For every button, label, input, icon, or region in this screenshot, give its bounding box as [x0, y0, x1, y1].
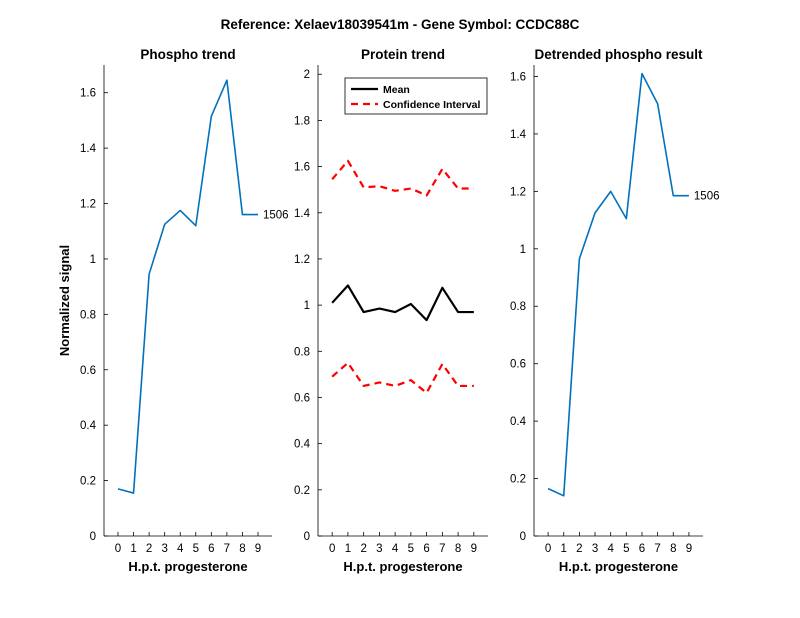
x-tick-label: 7 — [439, 543, 445, 555]
y-tick-label: 0 — [520, 531, 526, 543]
x-axis-label: H.p.t. progesterone — [128, 559, 247, 574]
x-tick-label: 9 — [471, 543, 477, 555]
y-tick-label: 0.8 — [510, 301, 526, 313]
y-tick-label: 0.6 — [294, 392, 310, 404]
x-tick-label: 1 — [345, 543, 351, 555]
y-tick-label: 0.4 — [510, 416, 527, 428]
series-end-label: 1506 — [694, 191, 720, 203]
y-tick-label: 1.6 — [80, 88, 96, 100]
y-tick-label: 1.4 — [294, 208, 311, 220]
series-end-label: 1506 — [263, 210, 289, 222]
y-tick-label: 0.8 — [294, 346, 310, 358]
y-tick-label: 1.2 — [510, 186, 526, 198]
x-tick-label: 0 — [545, 543, 551, 555]
x-tick-label: 0 — [329, 543, 335, 555]
x-tick-label: 8 — [455, 543, 461, 555]
series-line-mean — [331, 284, 474, 322]
y-tick-label: 1.4 — [80, 143, 97, 155]
x-tick-label: 4 — [392, 543, 399, 555]
x-tick-label: 9 — [255, 543, 261, 555]
x-tick-label: 2 — [146, 543, 152, 555]
y-tick-label: 0.2 — [510, 474, 526, 486]
x-tick-label: 9 — [686, 543, 692, 555]
y-tick-label: 0.2 — [80, 476, 96, 488]
x-tick-label: 5 — [408, 543, 414, 555]
legend-label-mean: Mean — [383, 84, 410, 96]
y-tick-label: 1.8 — [294, 115, 310, 127]
x-tick-label: 6 — [423, 543, 429, 555]
y-tick-label: 0 — [304, 531, 310, 543]
x-tick-label: 6 — [639, 543, 645, 555]
x-tick-label: 0 — [115, 543, 121, 555]
y-tick-label: 0.6 — [510, 359, 526, 371]
x-tick-label: 3 — [161, 543, 167, 555]
x-tick-label: 2 — [576, 543, 582, 555]
x-tick-label: 5 — [193, 543, 199, 555]
x-tick-label: 3 — [376, 543, 382, 555]
figure-title: Reference: Xelaev18039541m - Gene Symbol… — [221, 17, 580, 32]
y-tick-label: 1.2 — [80, 199, 96, 211]
y-tick-label: 1.6 — [510, 71, 526, 83]
series-line-confidence-interval-lower — [331, 361, 474, 394]
x-tick-label: 4 — [607, 543, 614, 555]
x-axis-label: H.p.t. progesterone — [343, 559, 462, 574]
y-tick-label: 1.2 — [294, 254, 310, 266]
y-tick-label: 0.4 — [80, 420, 97, 432]
panel-title: Phospho trend — [140, 47, 235, 62]
series-line-phospho — [117, 79, 258, 494]
y-tick-label: 0.6 — [80, 365, 96, 377]
x-tick-label: 4 — [177, 543, 184, 555]
y-tick-label: 1 — [520, 244, 526, 256]
series-line-phospho — [547, 72, 689, 497]
x-tick-label: 2 — [360, 543, 366, 555]
x-tick-label: 5 — [623, 543, 629, 555]
x-tick-label: 1 — [561, 543, 567, 555]
y-tick-label: 1 — [90, 254, 96, 266]
x-axis-label: H.p.t. progesterone — [559, 559, 678, 574]
x-tick-label: 6 — [208, 543, 214, 555]
x-tick-label: 8 — [239, 543, 245, 555]
y-tick-label: 0 — [90, 531, 96, 543]
panel-title: Protein trend — [361, 47, 445, 62]
y-tick-label: 1 — [304, 300, 310, 312]
series-line-confidence-interval — [331, 159, 474, 197]
x-tick-label: 7 — [654, 543, 660, 555]
y-tick-label: 0.4 — [294, 439, 311, 451]
y-tick-label: 1.4 — [510, 129, 527, 141]
y-tick-label: 0.8 — [80, 309, 96, 321]
x-tick-label: 3 — [592, 543, 598, 555]
x-tick-label: 8 — [670, 543, 676, 555]
y-axis-label: Normalized signal — [57, 245, 72, 356]
x-tick-label: 1 — [130, 543, 136, 555]
panel-title: Detrended phospho result — [534, 47, 703, 62]
legend-box — [344, 77, 488, 115]
y-tick-label: 0.2 — [294, 485, 310, 497]
y-tick-label: 2 — [304, 69, 310, 81]
legend-label-confidence-interval: Confidence Interval — [383, 99, 481, 111]
x-tick-label: 7 — [224, 543, 230, 555]
y-tick-label: 1.6 — [294, 162, 310, 174]
